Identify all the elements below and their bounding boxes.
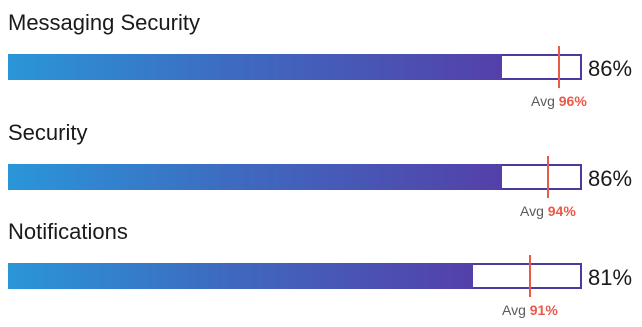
bar-track [8,263,582,289]
average-unit: % [545,302,558,318]
value-unit: % [612,265,633,290]
average-value: 94% [548,203,576,219]
bar-fill [8,164,502,190]
value-number: 81 [588,265,613,290]
average-unit: % [574,93,587,109]
average-label: Avg 96% [531,92,587,110]
average-unit: % [563,203,576,219]
average-marker [558,46,560,88]
metric-row: Messaging Security 86% Avg 96% [8,10,642,110]
average-prefix: Avg [520,203,544,219]
value-number: 86 [588,166,613,191]
bar-fill [8,54,502,80]
average-number: 94 [547,203,564,219]
average-marker [529,255,531,297]
metric-row: Security 86% Avg 94% [8,120,642,220]
bar-track [8,164,582,190]
value-unit: % [612,166,633,191]
average-label: Avg 91% [502,301,558,319]
bar-fill [8,263,473,289]
value-label: 81% [588,263,632,293]
metric-title: Messaging Security [8,10,200,35]
value-label: 86% [588,54,632,84]
average-number: 96 [558,93,575,109]
average-value: 96% [559,93,587,109]
metric-row: Notifications 81% Avg 91% [8,219,642,319]
average-value: 91% [530,302,558,318]
average-number: 91 [529,302,546,318]
value-number: 86 [588,56,613,81]
average-label: Avg 94% [520,202,576,220]
value-label: 86% [588,164,632,194]
value-unit: % [612,56,633,81]
average-prefix: Avg [531,93,555,109]
average-marker [547,156,549,198]
average-prefix: Avg [502,302,526,318]
bar-track [8,54,582,80]
metric-title: Security [8,120,88,145]
metric-title: Notifications [8,219,128,244]
